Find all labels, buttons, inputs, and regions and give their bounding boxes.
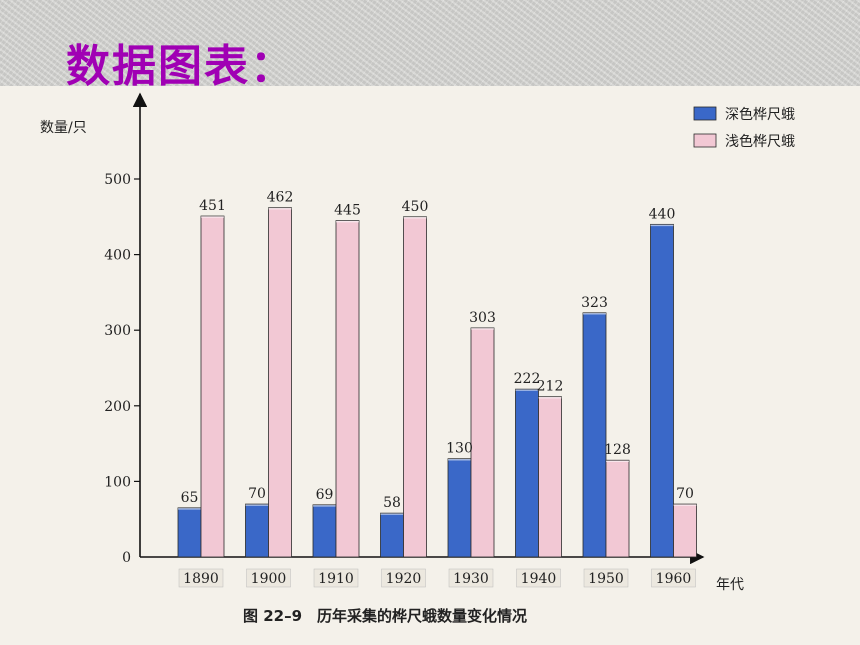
data-label: 130 (446, 441, 473, 457)
bar-light-moth (605, 459, 630, 558)
bar-dark-moth (447, 458, 472, 558)
data-label: 58 (383, 495, 401, 511)
slide-title: 数据图表： (66, 41, 296, 92)
bars (177, 207, 697, 558)
bar-dark-moth (650, 223, 674, 558)
y-tick-label: 500 (104, 172, 131, 188)
bar-dark-moth (515, 388, 539, 558)
data-label: 450 (402, 199, 429, 215)
data-label: 128 (604, 442, 631, 458)
data-label: 70 (248, 486, 266, 502)
labels: 65 451 1890 70 462 1900 69 445 1910 58 450 1920 130 3… (178, 190, 696, 588)
x-tick-label: 1910 (318, 571, 354, 587)
x-tick-label: 1930 (453, 571, 489, 587)
x-tick-label: 1950 (588, 571, 624, 587)
bar-dark-moth (582, 312, 607, 558)
chart-caption: 图 22–9 历年采集的桦尺蛾数量变化情况 (243, 607, 527, 625)
x-tick-label: 1940 (521, 571, 557, 587)
data-label: 323 (581, 295, 608, 311)
data-label: 445 (334, 203, 361, 219)
x-tick-label: 1920 (386, 571, 422, 587)
bar-dark-moth (177, 507, 202, 558)
data-label: 462 (267, 190, 294, 206)
bar-light-moth (200, 215, 225, 558)
category-label-box (516, 568, 561, 588)
data-label: 222 (514, 371, 541, 387)
legend-swatch (693, 106, 717, 121)
x-axis-label: 年代 (716, 577, 744, 593)
y-tick-label: 300 (104, 323, 131, 339)
data-label: 69 (316, 487, 334, 503)
bar-light-moth (268, 207, 292, 558)
bar-light-moth (470, 327, 495, 558)
bar-dark-moth (245, 503, 269, 558)
data-label: 65 (181, 490, 199, 506)
legend-swatch (693, 133, 717, 148)
data-label: 451 (199, 198, 226, 214)
y-tick-label: 200 (104, 399, 131, 415)
category-label-box (381, 568, 426, 588)
bar-light-moth (403, 216, 427, 558)
legend-label: 深色桦尺蛾 (725, 106, 795, 123)
bar-light-moth (538, 396, 562, 558)
category-label-box (448, 568, 494, 588)
bar-chart: 0 100 200 300 400 500 数量/只年代 65 451 1890 70 462 190… (40, 92, 795, 625)
y-axis-label: 数量/只 (40, 120, 87, 136)
y-tick-label: 100 (104, 474, 131, 490)
bar-light-moth (673, 503, 697, 558)
data-label: 303 (469, 310, 496, 326)
x-tick-label: 1890 (183, 571, 219, 587)
data-label: 70 (676, 486, 694, 502)
category-label-box (583, 568, 629, 588)
bar-light-moth (335, 220, 360, 558)
y-tick-label: 400 (104, 248, 131, 264)
y-tick-label: 0 (122, 550, 131, 566)
data-label: 212 (537, 379, 564, 395)
legend-label: 浅色桦尺蛾 (725, 133, 795, 150)
chart-panel: 0 100 200 300 400 500 数量/只年代 65 451 1890 70 462 190… (0, 86, 860, 645)
category-label-box (313, 568, 359, 588)
category-label-box (651, 568, 696, 588)
x-tick-label: 1960 (656, 571, 692, 587)
category-label-box (178, 568, 224, 588)
bar-dark-moth (312, 504, 337, 558)
category-label-box (246, 568, 291, 588)
data-label: 440 (649, 206, 676, 222)
x-tick-label: 1900 (251, 571, 287, 587)
axes: 0 100 200 300 400 500 数量/只年代 (40, 92, 744, 593)
bar-dark-moth (380, 512, 404, 558)
